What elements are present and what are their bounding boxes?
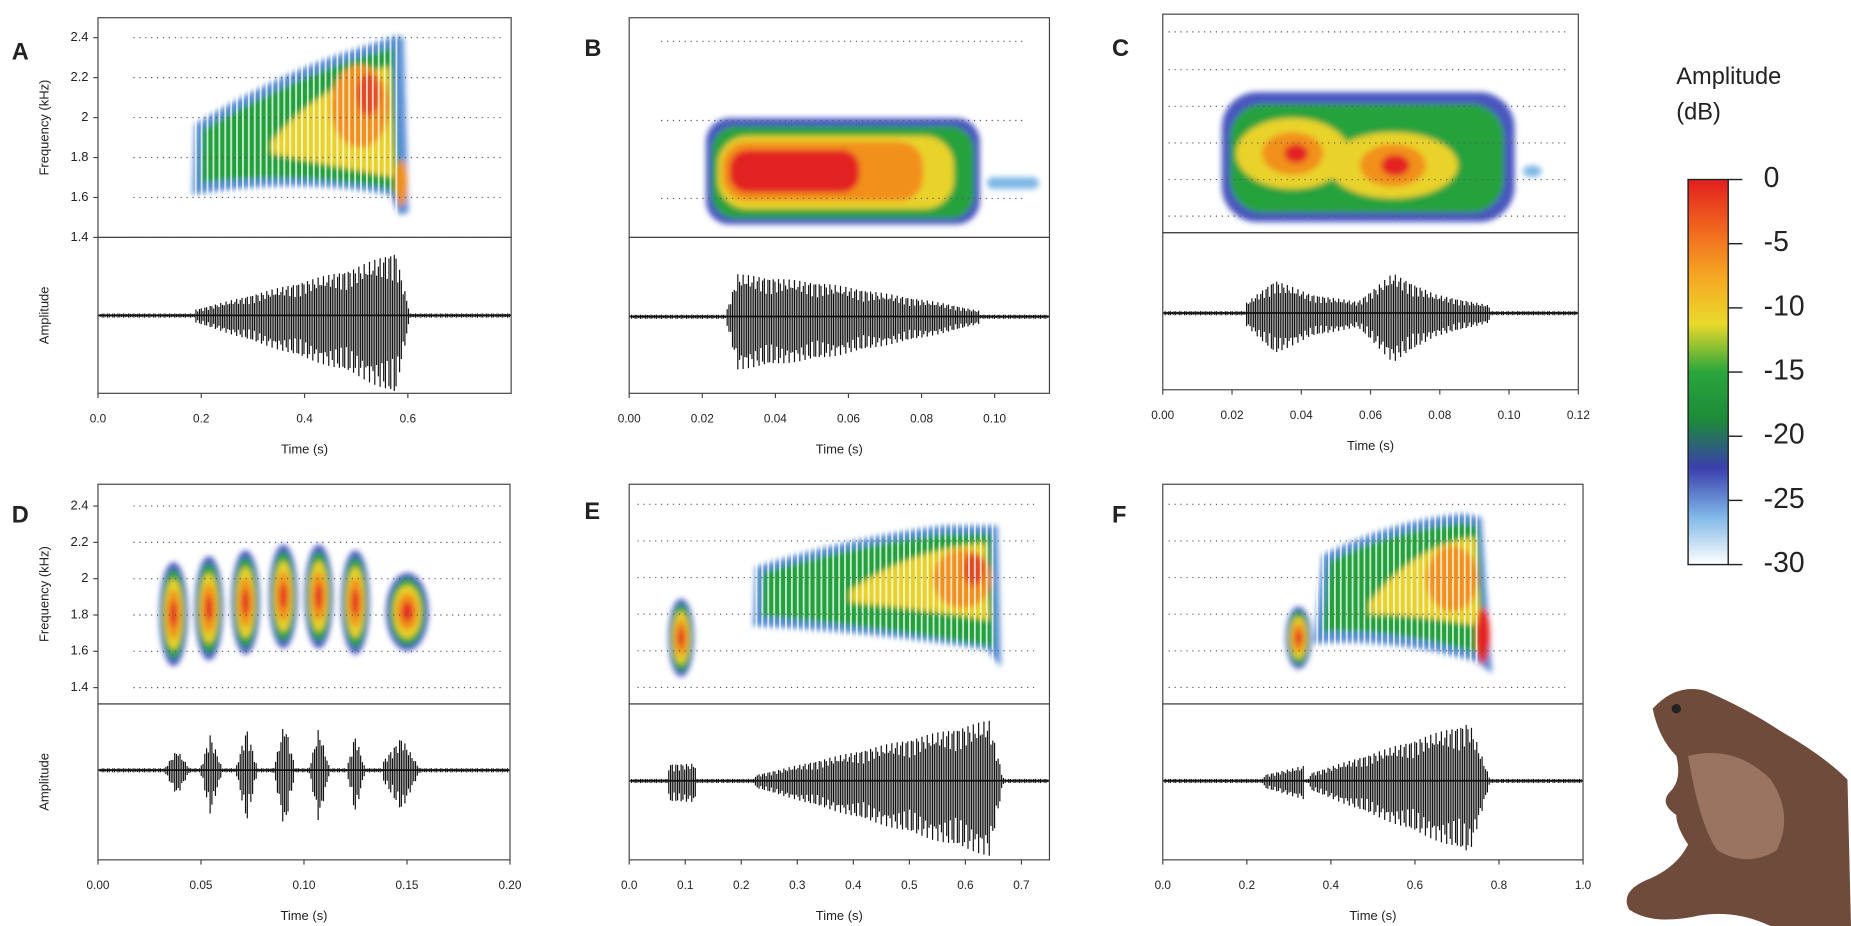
spectrogram-c xyxy=(1221,92,1542,223)
x-tick-label: 0.12 xyxy=(1567,408,1590,422)
x-axis-label: Time (s) xyxy=(816,441,863,456)
y-tick-label: 2.4 xyxy=(71,29,89,44)
x-tick-label: 0.15 xyxy=(395,878,418,892)
y-tick-label: 2 xyxy=(81,109,88,124)
colorbar-tick-label: -5 xyxy=(1764,226,1789,258)
y-tick-label: 1.6 xyxy=(71,643,89,658)
x-tick-label: 0.2 xyxy=(193,411,209,425)
waveform xyxy=(99,728,509,822)
pulse-stripes xyxy=(1316,510,1482,664)
waveform xyxy=(1164,724,1582,851)
waveform xyxy=(99,254,510,392)
x-tick-label: 1.0 xyxy=(1575,878,1592,892)
colorbar-tick-label: -15 xyxy=(1764,355,1805,387)
y-axis-label: Amplitude xyxy=(36,287,51,345)
x-tick-label: 0.10 xyxy=(292,878,315,892)
x-tick-label: 0.00 xyxy=(618,411,641,425)
x-tick-label: 0.10 xyxy=(983,411,1006,425)
x-tick-label: 0.2 xyxy=(733,878,749,892)
panel-label: B xyxy=(584,36,601,62)
colorbar-tick-label: -10 xyxy=(1764,290,1805,322)
colorbar xyxy=(1687,178,1729,566)
waveform xyxy=(1164,274,1577,361)
y-tick-label: 2.2 xyxy=(71,534,89,549)
x-tick-label: 0.4 xyxy=(845,878,862,892)
x-tick-label: 0.08 xyxy=(910,411,933,425)
panel-label: D xyxy=(12,502,29,528)
x-tick-label: 0.0 xyxy=(90,411,107,425)
y-tick-label: 1.4 xyxy=(71,679,89,694)
spectrogram-frame xyxy=(97,483,511,705)
x-axis-label: Time (s) xyxy=(1347,438,1394,453)
waveform-frame xyxy=(628,236,1051,394)
x-axis-label: Time (s) xyxy=(281,441,328,456)
y-axis-label: Frequency (kHz) xyxy=(36,80,51,176)
x-tick-label: 0.10 xyxy=(1498,408,1521,422)
y-tick-label: 2 xyxy=(81,570,88,585)
x-tick-label: 0.2 xyxy=(1239,878,1255,892)
x-tick-label: 0.20 xyxy=(498,878,521,892)
unlabeled-grid xyxy=(637,31,1571,689)
x-axis-label: Time (s) xyxy=(816,908,863,923)
x-tick-label: 0.06 xyxy=(1359,408,1382,422)
y-tick-label: 1.8 xyxy=(71,606,89,621)
y-tick-label: 2.4 xyxy=(71,497,89,512)
waveform-frame xyxy=(628,703,1051,861)
x-tick-label: 0.3 xyxy=(789,878,806,892)
x-tick-label: 0.02 xyxy=(1221,408,1244,422)
colorbar-title-box: Amplitude (dB) xyxy=(1676,63,1782,126)
waveform-frame xyxy=(97,703,511,861)
panel-label: E xyxy=(584,499,600,525)
waveform xyxy=(630,720,1049,856)
panel-label: A xyxy=(12,39,29,65)
x-tick-label: 0.6 xyxy=(400,411,417,425)
x-tick-label: 0.0 xyxy=(621,878,638,892)
x-tick-label: 0.6 xyxy=(1407,878,1424,892)
waveform xyxy=(630,274,1049,370)
y-axis-label: Frequency (kHz) xyxy=(36,546,51,642)
colorbar-tick-label: 0 xyxy=(1764,162,1780,194)
x-tick-label: 0.6 xyxy=(957,878,974,892)
x-tick-label: 0.4 xyxy=(296,411,313,425)
panel-label: C xyxy=(1112,36,1129,62)
x-tick-label: 0.08 xyxy=(1428,408,1451,422)
x-tick-label: 0.04 xyxy=(1290,408,1313,422)
pulse-stripes xyxy=(194,33,398,220)
x-tick-label: 0.1 xyxy=(677,878,693,892)
y-tick-label: 1.6 xyxy=(71,189,89,204)
x-tick-label: 0.5 xyxy=(901,878,918,892)
y-tick-label: 1.4 xyxy=(71,229,89,244)
x-axis-label: Time (s) xyxy=(280,908,327,923)
colorbar-tick-label: -25 xyxy=(1764,483,1805,515)
colorbar-title: Amplitude (dB) xyxy=(1676,63,1782,126)
x-tick-label: 0.4 xyxy=(1323,878,1340,892)
x-tick-label: 0.02 xyxy=(691,411,714,425)
y-axis-label: Amplitude xyxy=(36,753,51,811)
colorbar-tick-label: -30 xyxy=(1764,547,1805,579)
x-tick-label: 0.7 xyxy=(1013,878,1029,892)
y-tick-label: 2.2 xyxy=(71,69,89,84)
spectrogram-b xyxy=(705,118,1039,225)
x-tick-label: 0.8 xyxy=(1491,878,1508,892)
colorbar-tick-label: -20 xyxy=(1764,419,1805,451)
x-tick-label: 0.04 xyxy=(764,411,787,425)
frog-photo xyxy=(1626,688,1851,926)
pulse-stripes xyxy=(755,519,994,671)
x-tick-label: 0.0 xyxy=(1155,878,1172,892)
x-tick-label: 0.00 xyxy=(86,878,109,892)
waveform-frame xyxy=(1162,703,1584,861)
x-axis-label: Time (s) xyxy=(1349,908,1396,923)
y-tick-label: 1.8 xyxy=(71,149,89,164)
panel-label: F xyxy=(1112,502,1126,528)
spectrogram-d xyxy=(159,544,429,667)
x-tick-label: 0.05 xyxy=(189,878,212,892)
x-tick-label: 0.06 xyxy=(837,411,860,425)
x-tick-label: 0.00 xyxy=(1151,408,1174,422)
